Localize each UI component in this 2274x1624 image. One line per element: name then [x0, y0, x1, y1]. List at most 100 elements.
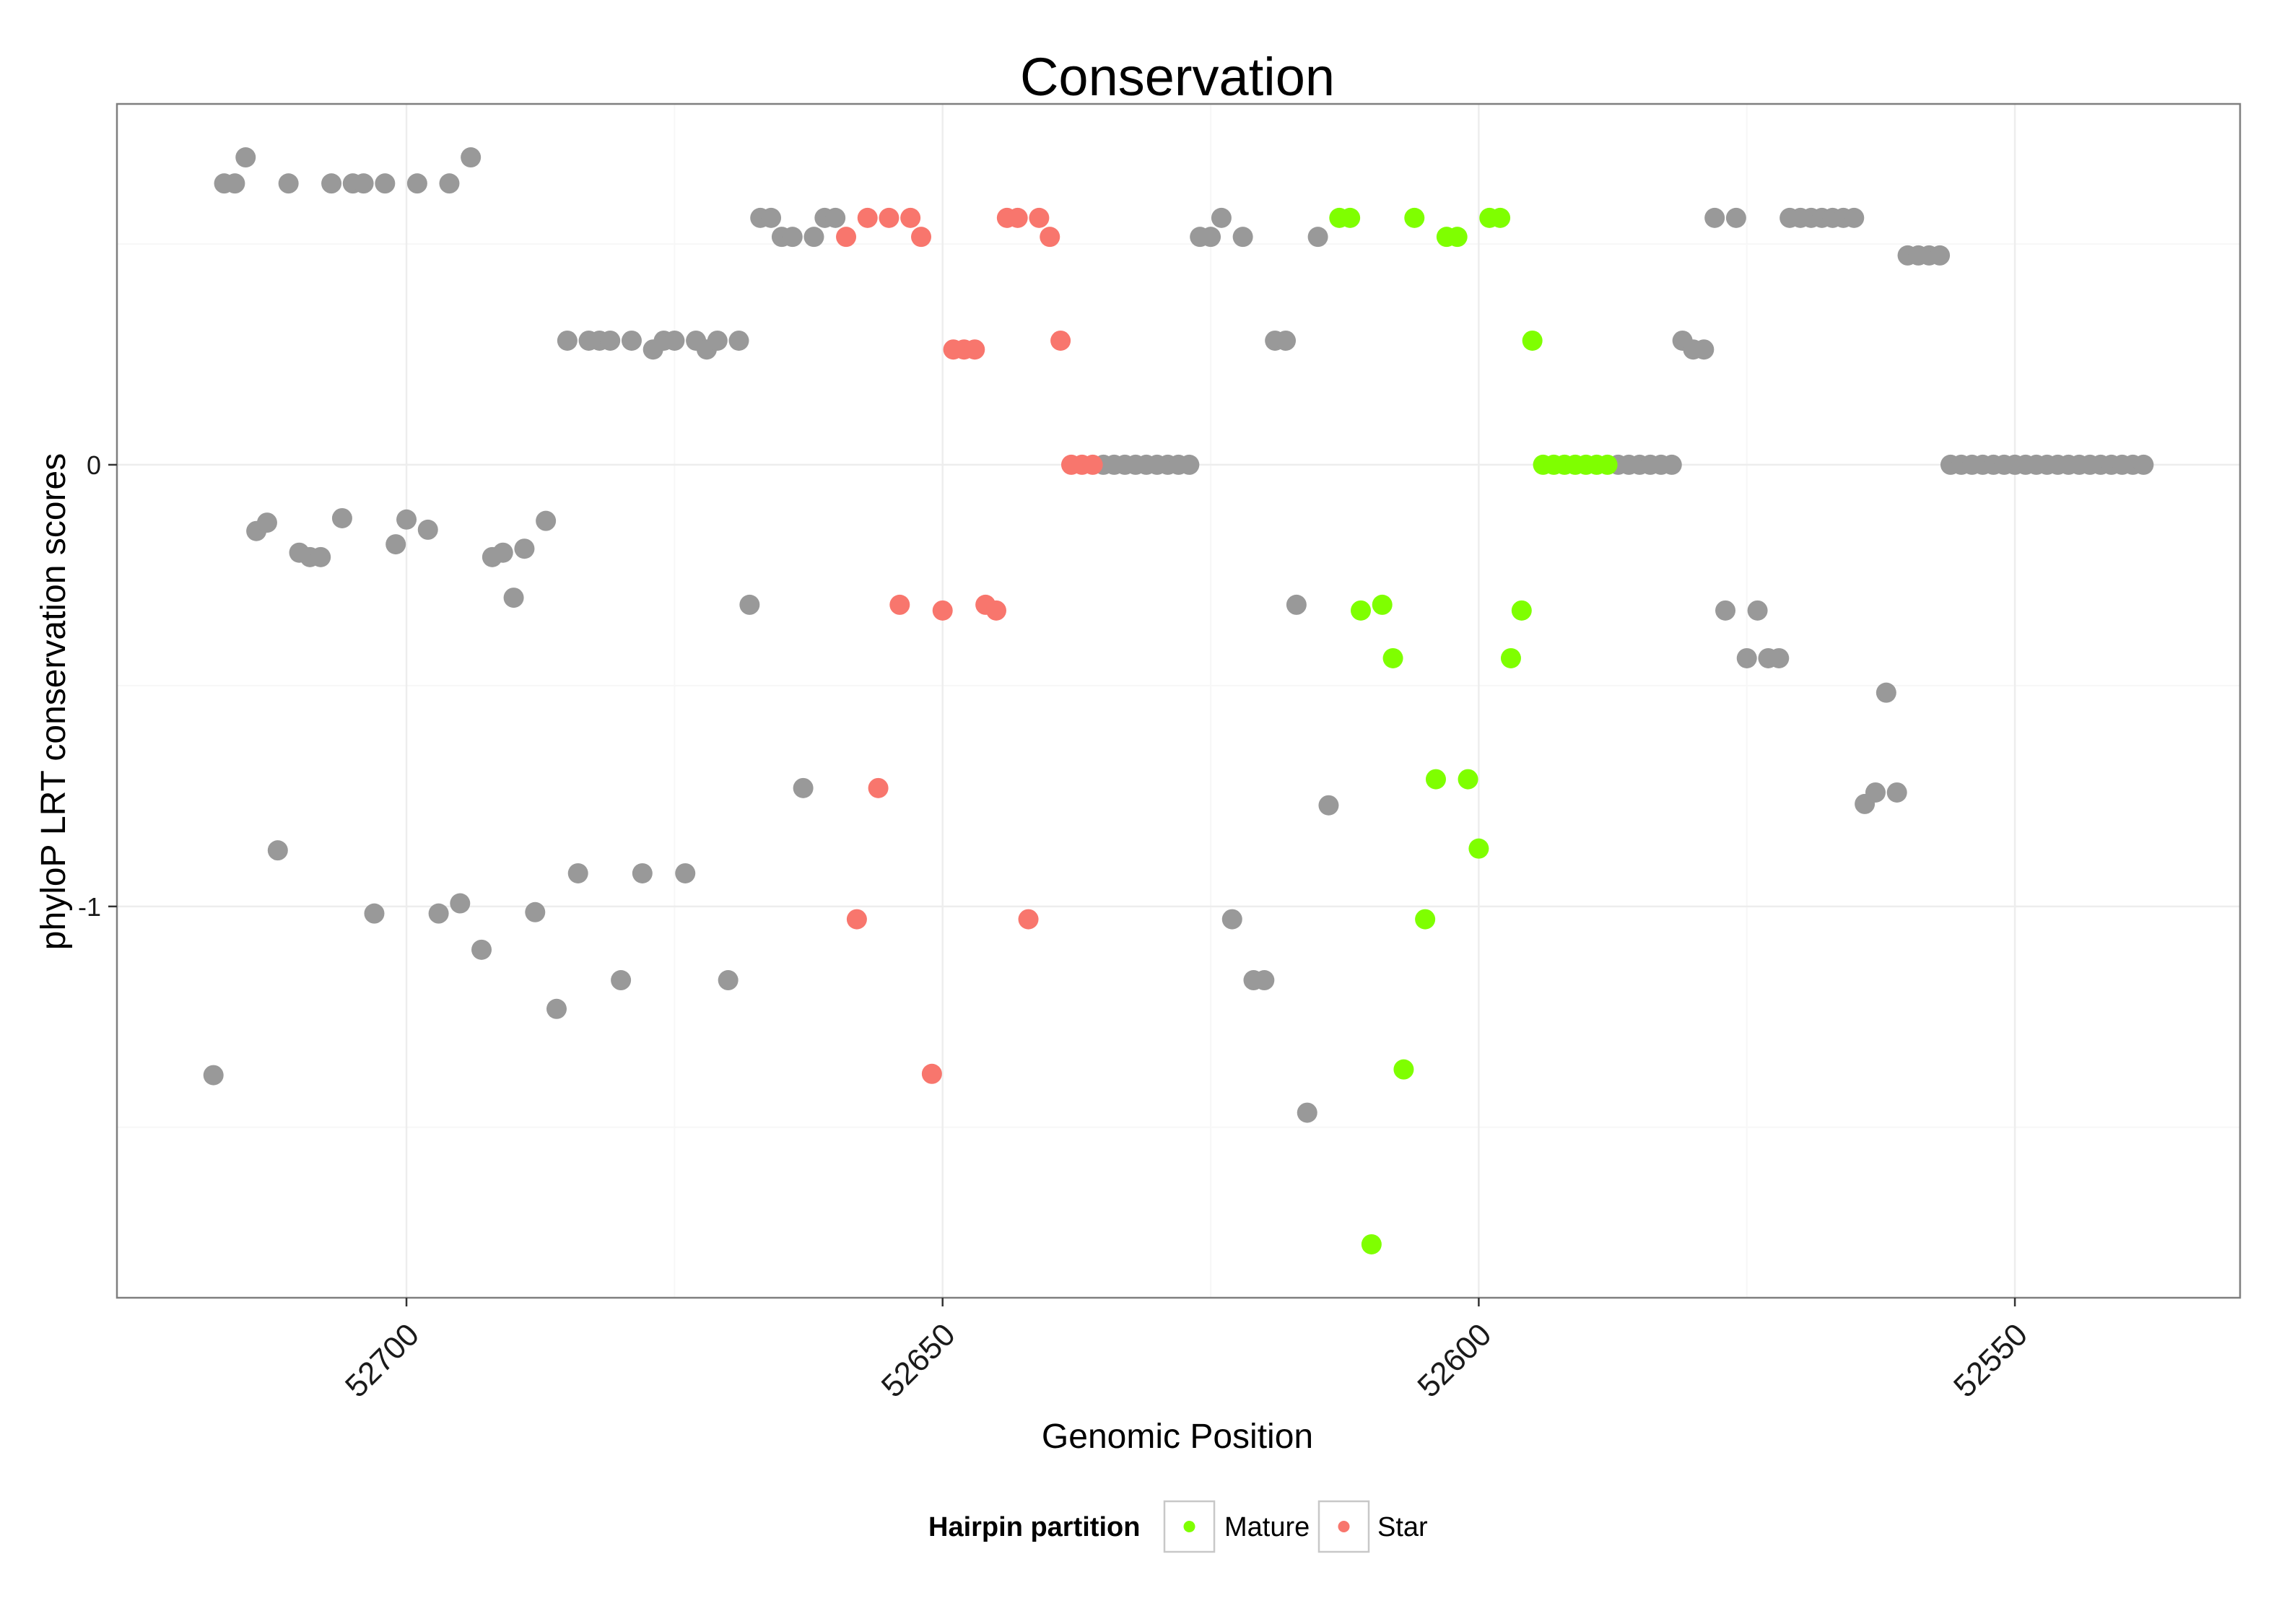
data-point-star — [1082, 454, 1103, 475]
data-point-unpartitioned — [1661, 454, 1682, 475]
data-point-mature — [1522, 330, 1543, 351]
data-point-unpartitioned — [739, 594, 760, 615]
data-point-mature — [1447, 227, 1468, 248]
data-point-unpartitioned — [718, 970, 739, 991]
data-point-unpartitioned — [525, 902, 546, 922]
data-point-unpartitioned — [321, 173, 342, 194]
data-point-star — [1040, 227, 1060, 248]
data-point-unpartitioned — [353, 173, 374, 194]
data-point-unpartitioned — [1201, 227, 1221, 248]
data-point-unpartitioned — [203, 1065, 224, 1086]
plot-panel — [117, 104, 2240, 1298]
legend-label-mature: Mature — [1224, 1512, 1310, 1542]
data-point-unpartitioned — [803, 227, 824, 248]
data-point-unpartitioned — [396, 509, 417, 530]
data-point-mature — [1372, 594, 1393, 615]
legend-entry-star: Star — [1317, 1500, 1428, 1553]
data-point-unpartitioned — [1211, 207, 1232, 228]
data-point-unpartitioned — [793, 777, 814, 798]
data-point-unpartitioned — [567, 863, 588, 883]
data-point-unpartitioned — [471, 939, 492, 960]
data-point-mature — [1382, 647, 1403, 668]
data-point-star — [868, 777, 889, 798]
data-point-mature — [1404, 207, 1425, 228]
data-point-mature — [1597, 454, 1618, 475]
data-point-mature — [1511, 600, 1532, 621]
data-point-mature — [1415, 909, 1436, 930]
data-point-unpartitioned — [1254, 970, 1275, 991]
data-point-unpartitioned — [225, 173, 245, 194]
data-point-mature — [1340, 207, 1361, 228]
data-point-unpartitioned — [825, 207, 846, 228]
data-point-unpartitioned — [278, 173, 299, 194]
data-point-unpartitioned — [1179, 454, 1200, 475]
data-point-unpartitioned — [1276, 330, 1297, 351]
legend-title: Hairpin partition — [928, 1512, 1140, 1542]
data-point-unpartitioned — [428, 903, 449, 924]
data-point-unpartitioned — [728, 330, 749, 351]
y-tick-label: 0 — [87, 450, 101, 480]
data-point-unpartitioned — [331, 507, 352, 528]
data-point-unpartitioned — [1844, 207, 1865, 228]
minor-gridlines — [117, 104, 2240, 1298]
data-point-mature — [1361, 1234, 1382, 1254]
data-point-unpartitioned — [267, 840, 288, 861]
data-point-star — [1018, 909, 1039, 930]
data-point-unpartitioned — [1694, 339, 1715, 360]
data-point-mature — [1468, 838, 1489, 859]
x-axis-title: Genomic Position — [1042, 1418, 1313, 1456]
axis-tick-marks — [108, 463, 2016, 1306]
data-point-unpartitioned — [310, 546, 331, 567]
data-point-mature — [1393, 1059, 1414, 1080]
data-point-unpartitioned — [1769, 647, 1790, 668]
data-point-star — [836, 227, 857, 248]
data-point-unpartitioned — [621, 330, 642, 351]
data-point-star — [879, 207, 899, 228]
data-point-star — [911, 227, 932, 248]
data-point-star — [985, 600, 1006, 621]
data-point-unpartitioned — [664, 330, 685, 351]
data-point-mature — [1458, 769, 1478, 790]
data-point-unpartitioned — [1715, 600, 1736, 621]
data-point-unpartitioned — [450, 893, 471, 914]
y-axis-title: phyloP LRT conservation scores — [35, 453, 73, 950]
data-point-star — [932, 600, 953, 621]
data-point-unpartitioned — [1232, 227, 1253, 248]
data-point-unpartitioned — [461, 147, 482, 168]
data-point-unpartitioned — [1318, 795, 1339, 816]
data-point-unpartitioned — [364, 903, 385, 924]
data-point-unpartitioned — [761, 207, 782, 228]
data-point-unpartitioned — [417, 519, 438, 540]
data-point-star — [964, 339, 985, 360]
data-point-unpartitioned — [675, 863, 696, 883]
data-point-unpartitioned — [514, 538, 535, 559]
data-point-star — [900, 207, 921, 228]
legend-dot-mature — [1183, 1521, 1195, 1532]
data-point-unpartitioned — [1704, 207, 1725, 228]
data-point-unpartitioned — [1876, 682, 1896, 703]
data-point-unpartitioned — [1736, 647, 1757, 668]
chart-title: Conservation — [1020, 47, 1335, 107]
data-point-unpartitioned — [782, 227, 803, 248]
data-point-mature — [1425, 769, 1446, 790]
data-point-mature — [1490, 207, 1511, 228]
panel-border — [116, 102, 2242, 1299]
data-point-unpartitioned — [1747, 600, 1768, 621]
data-point-unpartitioned — [632, 863, 653, 883]
data-points — [203, 147, 2154, 1254]
data-point-star — [857, 207, 878, 228]
data-point-unpartitioned — [406, 173, 427, 194]
legend-dot-star — [1338, 1521, 1350, 1532]
legend-label-star: Star — [1377, 1512, 1428, 1542]
data-point-unpartitioned — [1221, 909, 1242, 930]
y-tick-label: -1 — [78, 892, 101, 922]
data-point-unpartitioned — [1725, 207, 1746, 228]
data-point-star — [889, 594, 910, 615]
data-point-unpartitioned — [2133, 454, 2154, 475]
data-point-unpartitioned — [1886, 782, 1907, 803]
data-point-unpartitioned — [707, 330, 728, 351]
data-point-unpartitioned — [536, 510, 557, 531]
data-point-unpartitioned — [385, 534, 406, 555]
data-point-unpartitioned — [557, 330, 578, 351]
